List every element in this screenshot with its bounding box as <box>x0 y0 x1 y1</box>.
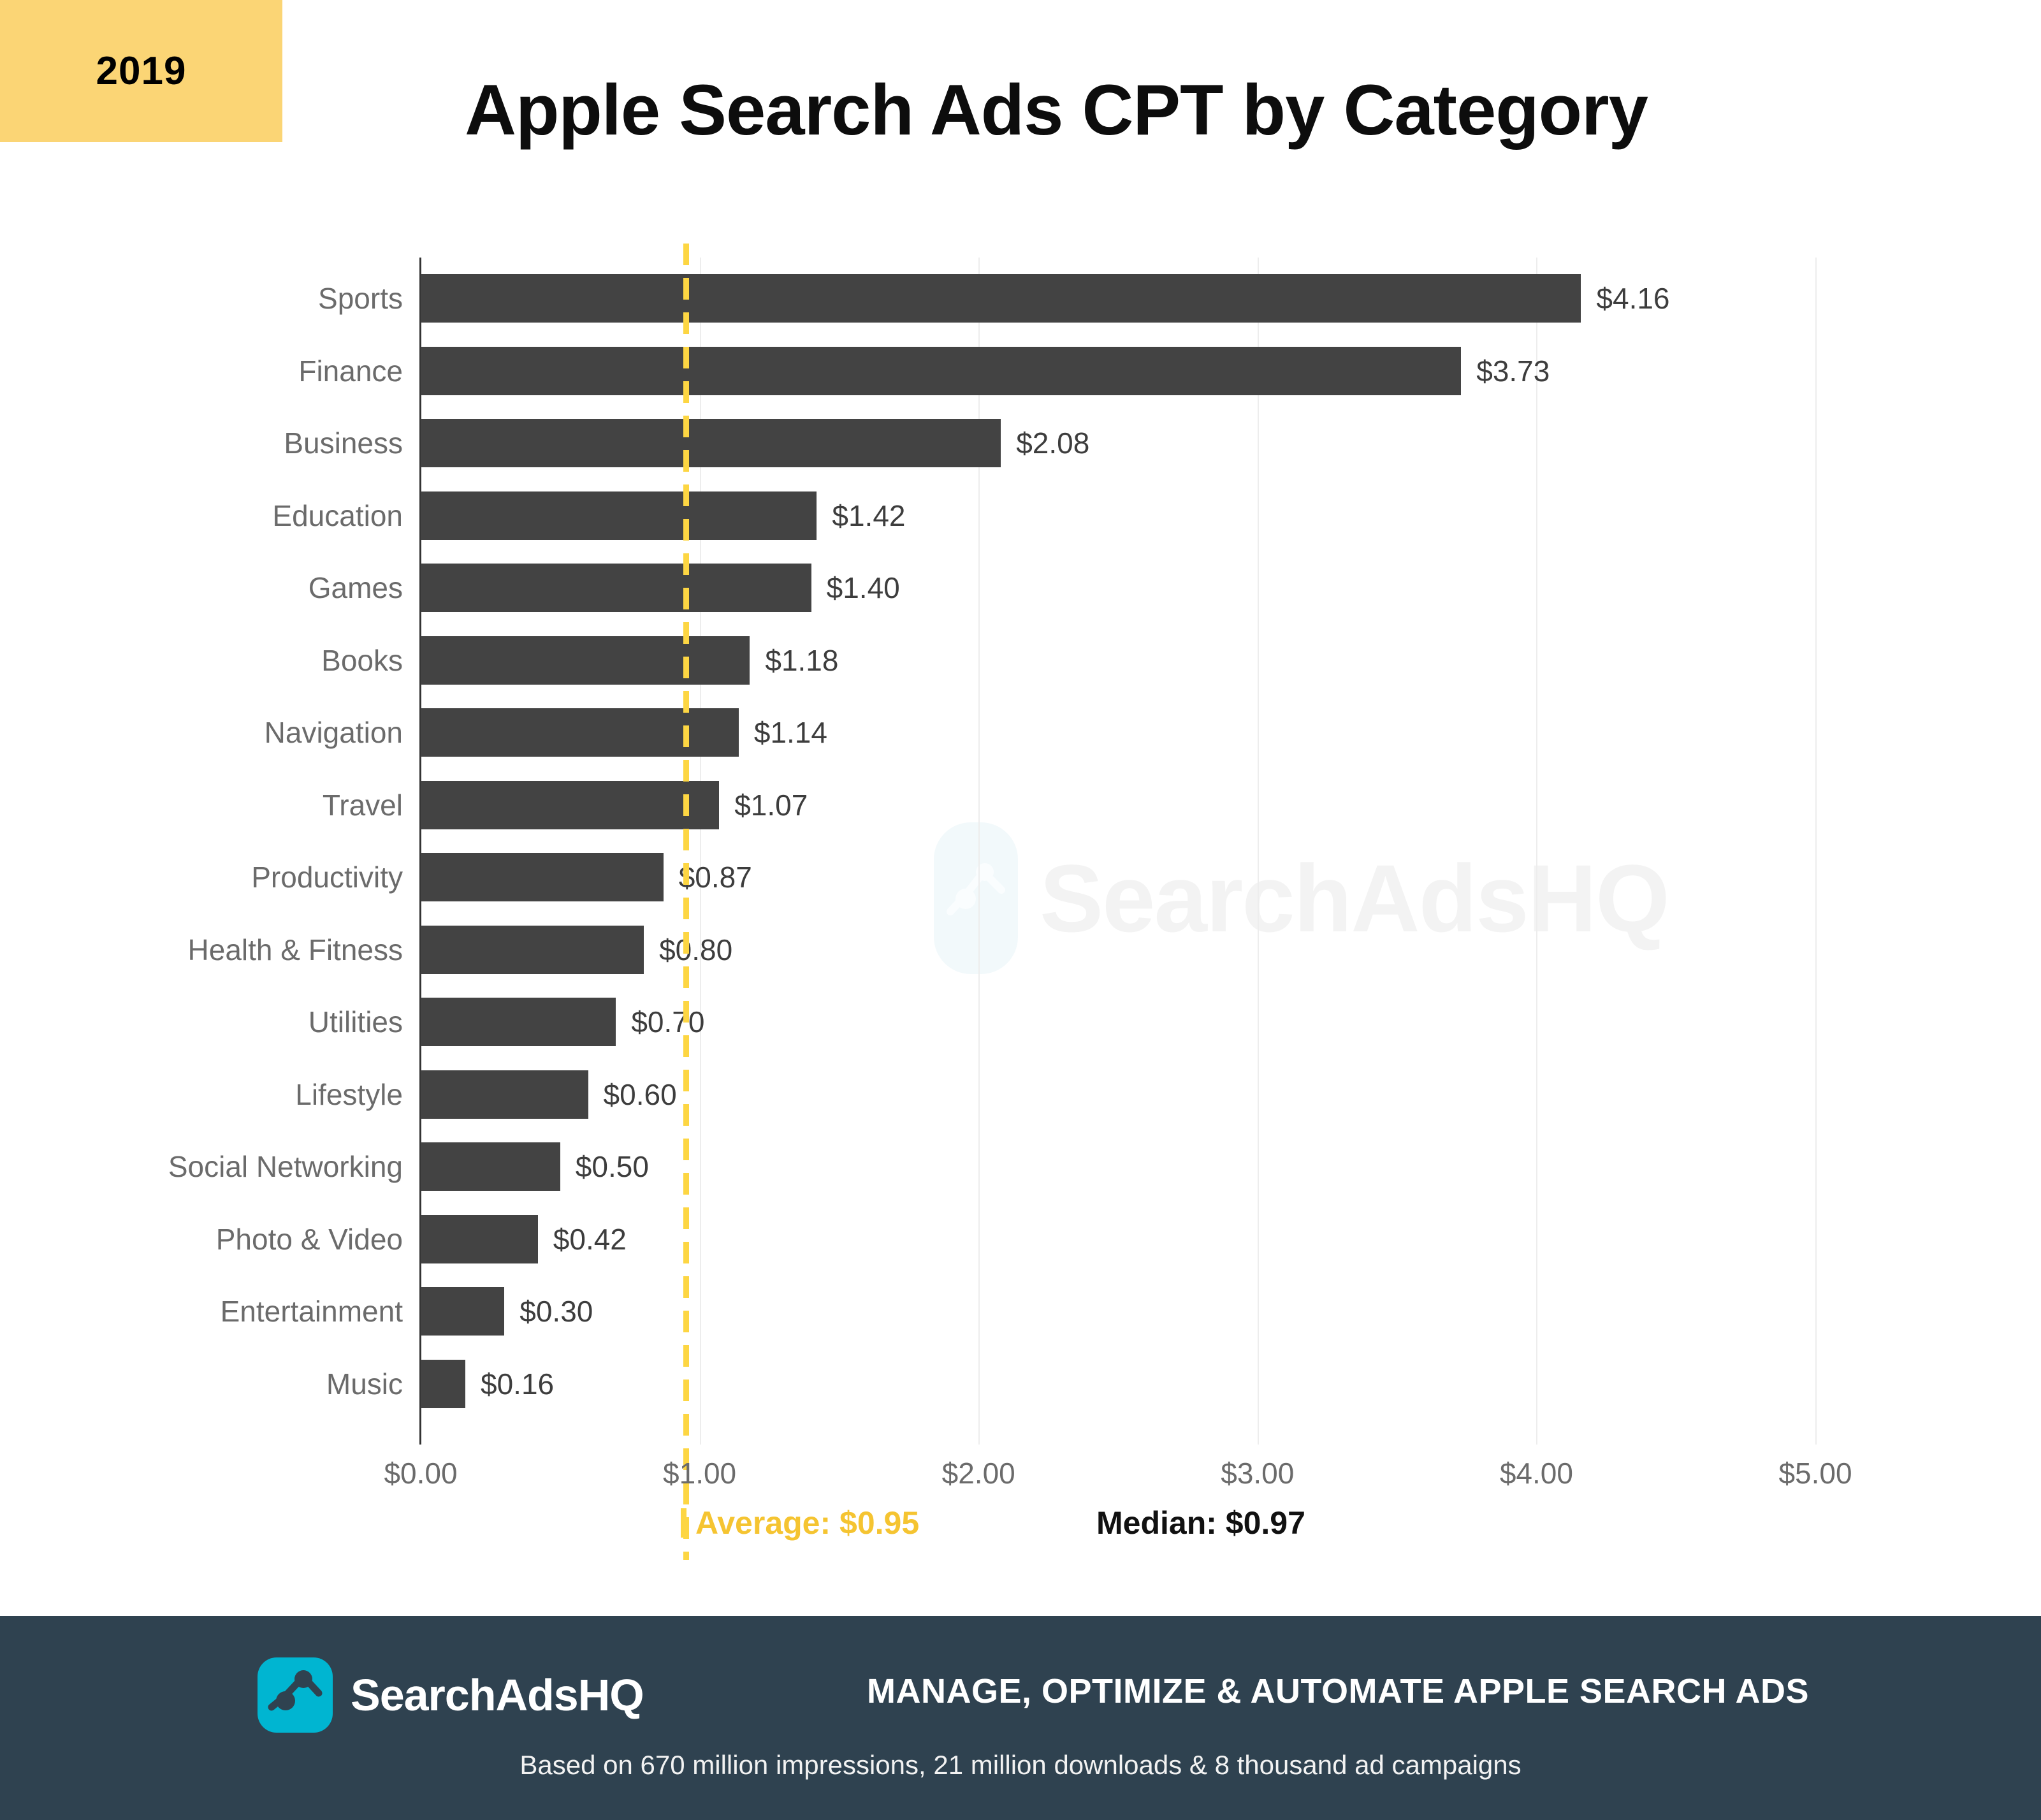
gridline <box>1257 258 1259 1445</box>
chart-plot-area: Sports $4.16 Finance $3.73 Business $2.08 Educ… <box>168 244 1852 1560</box>
median-legend: Median: $0.97 <box>1096 1504 1305 1541</box>
footer-brand-name: SearchAdsHQ <box>351 1670 644 1720</box>
bar-row[interactable]: Education $1.42 <box>272 491 1815 540</box>
bar-value-label: $1.14 <box>753 716 827 749</box>
x-axis-tick-label: $0.00 <box>384 1457 458 1490</box>
x-axis-tick-label: $5.00 <box>1778 1457 1852 1490</box>
bar-row[interactable]: Entertainment $0.30 <box>221 1287 1815 1336</box>
year-badge: 2019 <box>0 0 282 142</box>
bar[interactable] <box>421 998 616 1046</box>
gridline <box>1536 258 1538 1445</box>
footer-bar <box>0 1616 2041 1820</box>
bar[interactable] <box>421 491 817 540</box>
category-label: Books <box>321 643 403 677</box>
footer-brand: SearchAdsHQ <box>258 1657 644 1733</box>
bar-value-label: $0.87 <box>678 861 752 894</box>
bar-row[interactable]: Books $1.18 <box>321 636 1815 685</box>
average-reference-line <box>683 244 689 1560</box>
category-label: Navigation <box>264 716 403 749</box>
average-legend: Average: $0.95 <box>681 1504 919 1541</box>
category-label: Social Networking <box>168 1150 403 1183</box>
bar[interactable] <box>421 925 644 974</box>
bar-row[interactable]: Photo & Video $0.42 <box>216 1214 1815 1263</box>
year-label: 2019 <box>96 49 187 93</box>
bar[interactable] <box>421 1287 505 1336</box>
bar-row[interactable]: Lifestyle $0.60 <box>295 1070 1815 1119</box>
bar-row[interactable]: Business $2.08 <box>284 419 1815 467</box>
bar-row[interactable]: Finance $3.73 <box>298 346 1815 395</box>
category-label: Lifestyle <box>295 1077 403 1111</box>
bar-row[interactable]: Travel $1.07 <box>323 780 1815 829</box>
bar-row[interactable]: Sports $4.16 <box>318 274 1815 323</box>
bar-value-label: $1.18 <box>765 643 839 677</box>
bar-value-label: $0.60 <box>603 1077 677 1111</box>
bar-row[interactable]: Social Networking $0.50 <box>168 1142 1815 1191</box>
bar-value-label: $4.16 <box>1596 282 1670 315</box>
footer-tagline: MANAGE, OPTIMIZE & AUTOMATE APPLE SEARCH… <box>867 1672 1810 1710</box>
bar[interactable] <box>421 1142 560 1191</box>
searchadshq-logo-icon <box>258 1657 333 1733</box>
category-label: Business <box>284 426 403 460</box>
x-axis-tick-label: $2.00 <box>941 1457 1015 1490</box>
gridline <box>1815 258 1817 1445</box>
bar-row[interactable]: Games $1.40 <box>309 564 1815 612</box>
median-legend-label: Median: $0.97 <box>1096 1505 1305 1541</box>
bar[interactable] <box>421 274 1581 323</box>
bar-value-label: $3.73 <box>1476 354 1550 388</box>
bar-value-label: $2.08 <box>1016 426 1090 460</box>
category-label: Health & Fitness <box>187 933 403 966</box>
bar-row[interactable]: Health & Fitness $0.80 <box>188 925 1815 974</box>
category-label: Entertainment <box>220 1295 403 1328</box>
x-axis-tick-label: $3.00 <box>1221 1457 1295 1490</box>
bar[interactable] <box>421 564 811 612</box>
page-title: Apple Search Ads CPT by Category <box>465 70 1648 150</box>
category-label: Utilities <box>308 1005 403 1038</box>
category-label: Finance <box>298 354 403 388</box>
category-label: Productivity <box>251 861 403 894</box>
average-swatch <box>681 1508 686 1538</box>
bar-value-label: $1.42 <box>832 499 906 532</box>
bar-value-label: $0.16 <box>481 1367 555 1401</box>
y-axis-line <box>419 258 421 1445</box>
bar[interactable] <box>421 1359 466 1408</box>
bar[interactable] <box>421 853 664 901</box>
bar[interactable] <box>421 1214 538 1263</box>
category-label: Games <box>308 571 403 604</box>
bar[interactable] <box>421 636 750 685</box>
category-label: Music <box>326 1367 403 1401</box>
bar[interactable] <box>421 708 739 757</box>
category-label: Travel <box>322 788 403 822</box>
bar-value-label: $1.07 <box>734 788 808 822</box>
average-legend-label: Average: $0.95 <box>695 1505 920 1541</box>
x-axis-tick-label: $1.00 <box>663 1457 737 1490</box>
bar-value-label: $0.80 <box>659 933 733 966</box>
footer-note: Based on 670 million impressions, 21 mil… <box>519 1750 1522 1780</box>
bar-row[interactable]: Navigation $1.14 <box>265 708 1815 757</box>
bar-value-label: $0.70 <box>631 1005 705 1038</box>
category-label: Sports <box>318 282 403 315</box>
category-label: Education <box>272 499 403 532</box>
bar[interactable] <box>421 346 1462 395</box>
bar-value-label: $1.40 <box>826 571 900 604</box>
bar[interactable] <box>421 1070 588 1119</box>
category-label: Photo & Video <box>215 1222 403 1256</box>
bar[interactable] <box>421 780 720 829</box>
bar-value-label: $0.30 <box>519 1295 593 1328</box>
x-axis-tick-label: $4.00 <box>1499 1457 1573 1490</box>
gridline <box>699 258 701 1445</box>
bar-value-label: $0.42 <box>553 1222 627 1256</box>
bar-row[interactable]: Productivity $0.87 <box>251 853 1815 901</box>
gridline <box>978 258 980 1445</box>
bar-value-label: $0.50 <box>575 1150 649 1183</box>
bar-row[interactable]: Utilities $0.70 <box>309 998 1815 1046</box>
logo-zigzag-icon <box>268 1670 323 1711</box>
bar-row[interactable]: Music $0.16 <box>326 1359 1815 1408</box>
bar[interactable] <box>421 419 1001 467</box>
